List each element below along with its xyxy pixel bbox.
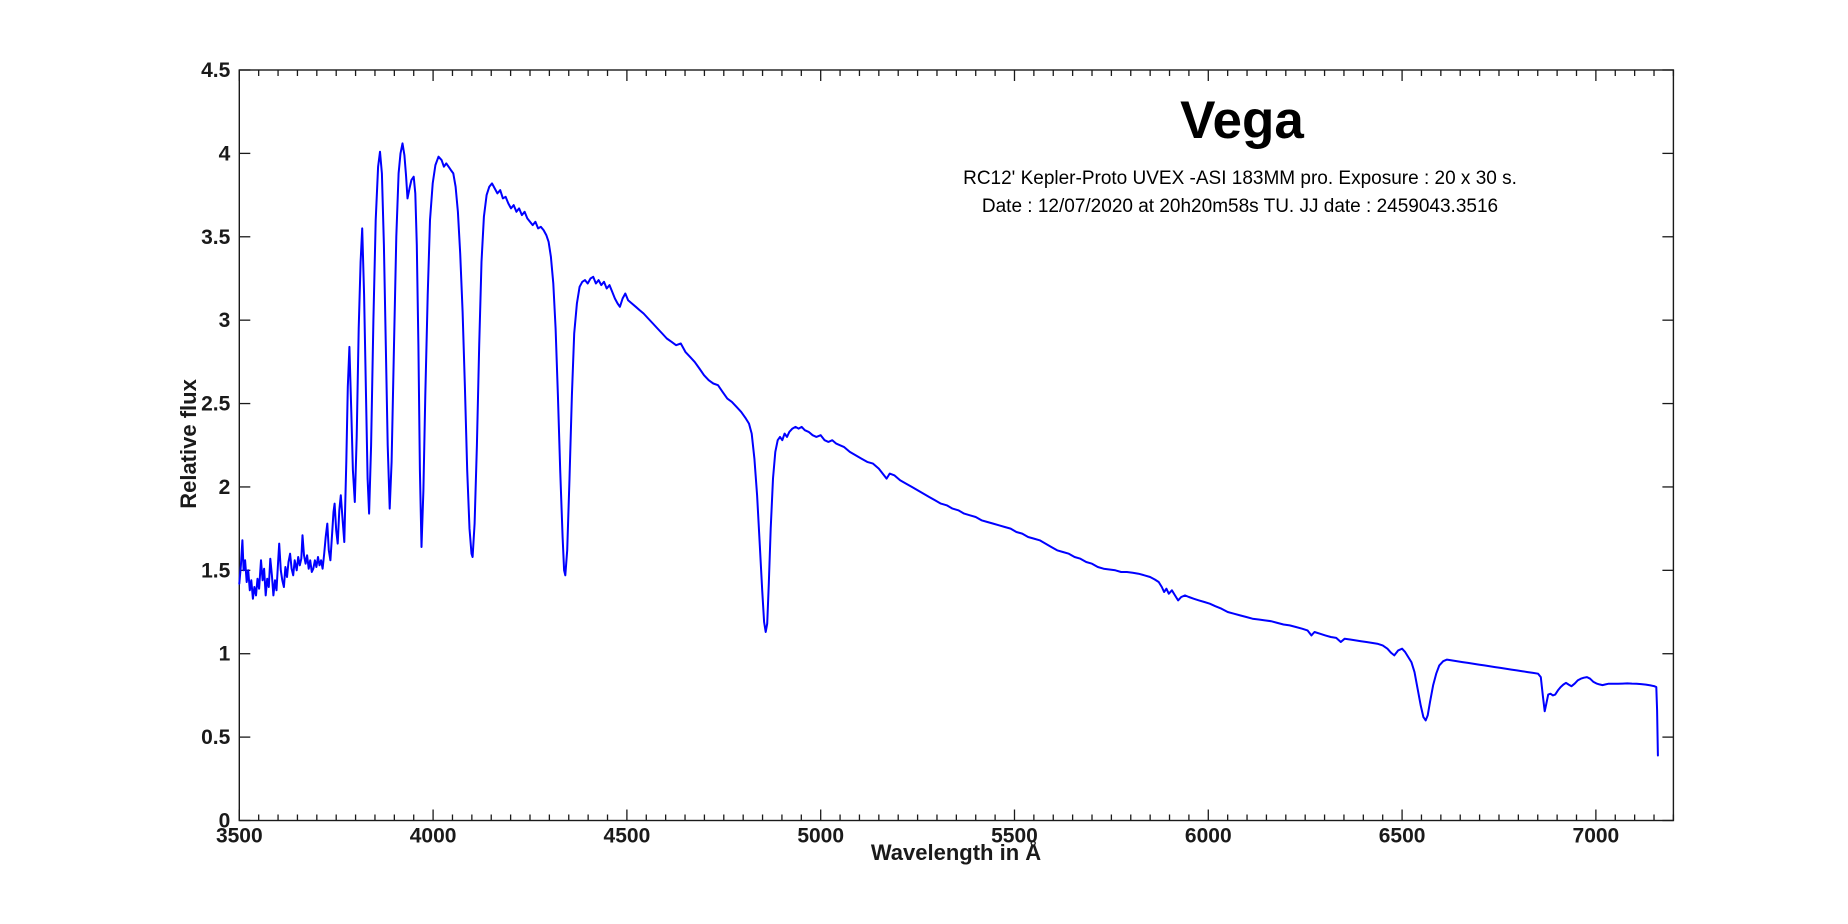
y-tick-label: 3 [219,309,231,332]
x-tick-label: 5000 [797,825,844,848]
axis-tick-labels: 3500 4000 4500 5000 5500 6000 6500 7000 0 0.5 1 1.5… [201,59,1619,848]
plot-frame [238,69,1675,822]
x-tick-label: 3500 [216,825,263,848]
x-tick-label: 5500 [991,825,1038,848]
y-tick-label: 2.5 [201,393,231,416]
x-minor-ticks [258,70,1675,821]
y-tick-label: 0 [219,810,231,833]
x-tick-label: 7000 [1573,825,1620,848]
x-tick-label: 4500 [604,825,651,848]
spectrum-line [238,142,1659,757]
y-tick-label: 3.5 [201,226,231,249]
y-tick-label: 0.5 [201,726,231,749]
y-axis-label: Relative flux [176,378,201,508]
y-tick-label: 4.5 [201,59,231,82]
axis-major-ticks [238,69,1674,822]
y-tick-label: 4 [219,142,231,165]
chart-subtitle-line1: RC12' Kepler-Proto UVEX -ASI 183MM pro. … [963,168,1517,189]
y-tick-label: 1 [219,643,231,666]
chart-title: Vega [1180,91,1304,150]
y-tick-label: 2 [219,476,231,499]
x-axis-label: Wavelength in Å [871,839,1041,865]
chart-subtitle-line2: Date : 12/07/2020 at 20h20m58s TU. JJ da… [982,196,1498,217]
y-tick-label: 1.5 [201,559,231,582]
x-tick-label: 6000 [1185,825,1232,848]
x-tick-label: 4000 [410,825,457,848]
x-tick-label: 6500 [1379,825,1426,848]
